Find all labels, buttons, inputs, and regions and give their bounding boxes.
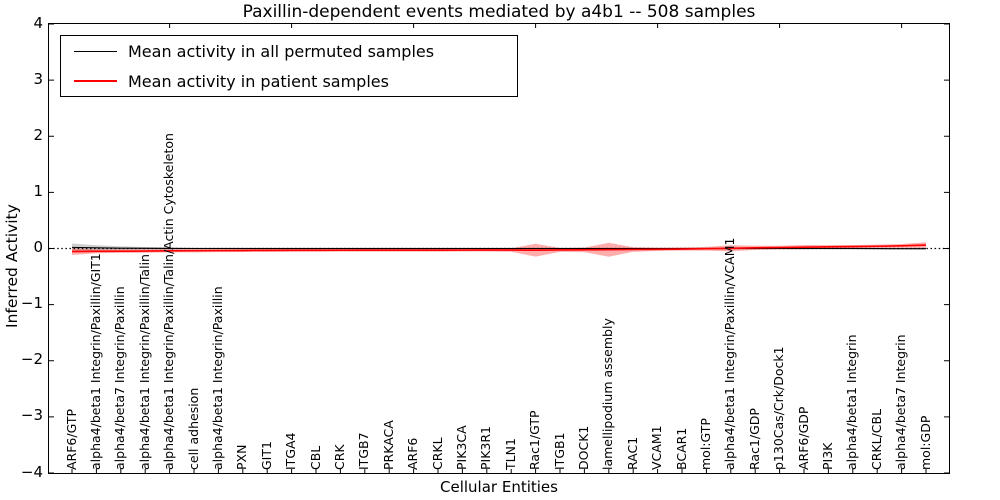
x-tick-label: alpha4/beta1 Integrin/Paxillin/Talin/Act… <box>161 133 177 470</box>
x-tick-label: alpha4/beta1 Integrin/Paxillin/Talin <box>136 254 152 470</box>
legend-label-patient: Mean activity in patient samples <box>128 71 389 91</box>
x-tick-label: RAC1 <box>624 436 640 470</box>
legend-line-patient-icon <box>74 80 117 82</box>
x-tick-label: Rac1/GDP <box>746 408 762 470</box>
x-tick-label: mol:GDP <box>917 415 933 470</box>
x-tick-label: ITGA4 <box>283 432 299 470</box>
x-tick-label: cell adhesion <box>185 387 201 470</box>
series-line-1 <box>71 244 927 253</box>
chart-svg <box>49 24 949 473</box>
legend-entry-permuted: Mean activity in all permuted samples <box>61 36 517 66</box>
y-tick-label: −3 <box>20 406 43 425</box>
x-tick-label: ITGB1 <box>551 432 567 470</box>
x-tick-label: Rac1/GTP <box>527 410 543 470</box>
x-tick-label: ARF6/GTP <box>63 408 79 470</box>
series-line-0 <box>71 246 927 250</box>
x-tick-label: PXN <box>234 444 250 470</box>
y-tick-label: 0 <box>33 238 43 256</box>
legend-entry-patient: Mean activity in patient samples <box>61 66 517 96</box>
x-axis-label: Cellular Entities <box>440 478 558 496</box>
chart-title: Paxillin-dependent events mediated by a4… <box>242 2 756 22</box>
x-tick-label: ARF6 <box>405 437 421 470</box>
x-tick-label: alpha4/beta7 Integrin/Paxillin <box>112 286 128 470</box>
y-tick-label: 2 <box>33 125 43 144</box>
x-tick-label: VCAM1 <box>649 425 665 470</box>
x-tick-label: alpha4/beta7 Integrin <box>893 334 909 470</box>
y-tick-label: −1 <box>20 294 43 313</box>
x-tick-label: PIK3R1 <box>478 425 494 470</box>
plot-area <box>48 23 950 474</box>
legend: Mean activity in all permuted samples Me… <box>60 35 518 97</box>
x-tick-label: lamellipodium assembly <box>600 318 616 470</box>
y-tick-label: 3 <box>33 69 43 88</box>
x-tick-label: PIK3CA <box>453 425 469 470</box>
x-tick-label: DOCK1 <box>575 425 591 470</box>
x-tick-label: alpha4/beta1 Integrin/Paxillin/VCAM1 <box>722 237 738 470</box>
x-tick-label: alpha4/beta1 Integrin <box>844 334 860 470</box>
x-tick-label: p130Cas/Crk/Dock1 <box>771 346 787 470</box>
y-tick-label: −2 <box>20 350 43 369</box>
x-tick-label: TLN1 <box>502 438 518 470</box>
x-tick-label: alpha4/beta1 Integrin/Paxillin/GIT1 <box>87 253 103 470</box>
x-tick-label: mol:GTP <box>697 418 713 470</box>
x-tick-label: GIT1 <box>258 441 274 470</box>
x-tick-label: BCAR1 <box>673 427 689 470</box>
legend-line-permuted-icon <box>74 50 117 52</box>
x-tick-label: ITGB7 <box>356 432 372 470</box>
x-tick-label: CRKL/CBL <box>868 408 884 470</box>
x-tick-label: CRK <box>331 444 347 470</box>
x-tick-label: CRKL <box>429 437 445 470</box>
x-tick-label: PI3K <box>819 442 835 470</box>
x-tick-label: ARF6/GDP <box>795 406 811 470</box>
x-tick-label: PRKACA <box>380 420 396 470</box>
y-tick-label: 1 <box>33 181 43 200</box>
y-tick-label: −4 <box>20 462 43 481</box>
x-tick-label: alpha4/beta1 Integrin/Paxillin <box>209 286 225 470</box>
y-tick-label: 4 <box>33 13 43 32</box>
legend-label-permuted: Mean activity in all permuted samples <box>128 41 435 61</box>
x-tick-label: CBL <box>307 445 323 470</box>
